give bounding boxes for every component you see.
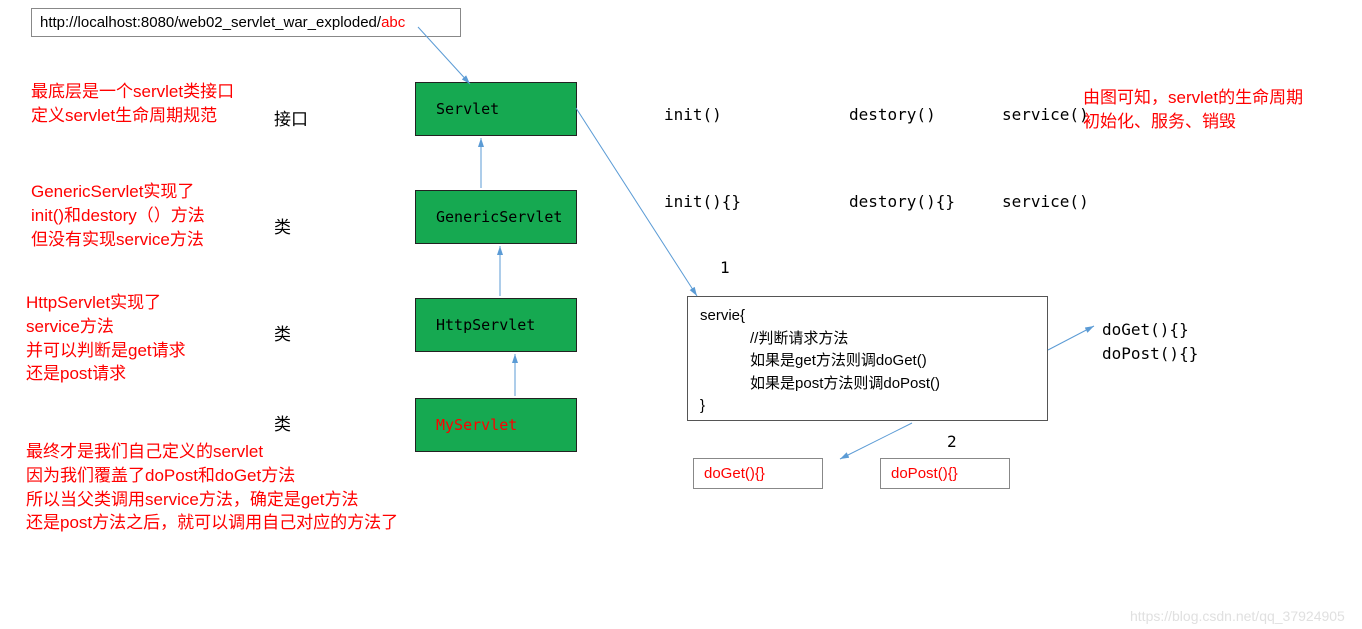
box-servlet: Servlet xyxy=(415,82,577,136)
service-line-2: //判断请求方法 xyxy=(700,328,1035,351)
label-class-2: 类 xyxy=(274,320,291,345)
method-service: service() xyxy=(1002,105,1089,124)
method-service-abstract: service() xyxy=(1002,192,1089,211)
method-init-impl: init(){} xyxy=(664,192,741,211)
label-class-3: 类 xyxy=(274,410,291,435)
note-servlet-interface: 最底层是一个servlet类接口 定义servlet生命周期规范 xyxy=(31,80,234,128)
service-line-3: 如果是get方法则调doGet() xyxy=(700,350,1035,373)
method-doget: doGet(){} xyxy=(1102,320,1189,339)
note-http-servlet: HttpServlet实现了 service方法 并可以判断是get请求 还是p… xyxy=(26,291,186,386)
url-box: http://localhost:8080/web02_servlet_war_… xyxy=(31,8,461,37)
box-http-servlet: HttpServlet xyxy=(415,298,577,352)
small-box-dopost: doPost(){} xyxy=(880,458,1010,489)
method-destory-impl: destory(){} xyxy=(849,192,955,211)
note-my-servlet: 最终才是我们自己定义的servlet 因为我们覆盖了doPost和doGet方法… xyxy=(26,440,398,535)
small-box-doget: doGet(){} xyxy=(693,458,823,489)
box-my-servlet: MyServlet xyxy=(415,398,577,452)
method-init: init() xyxy=(664,105,722,124)
service-line-4: 如果是post方法则调doPost() xyxy=(700,373,1035,396)
box-generic-servlet: GenericServlet xyxy=(415,190,577,244)
note-generic-servlet: GenericServlet实现了 init()和destory（）方法 但没有… xyxy=(31,180,205,251)
service-code-box: servie{ //判断请求方法 如果是get方法则调doGet() 如果是po… xyxy=(687,296,1048,421)
label-interface: 接口 xyxy=(274,105,308,130)
service-line-5: } xyxy=(700,395,1035,418)
watermark: https://blog.csdn.net/qq_37924905 xyxy=(1130,608,1345,624)
method-destory: destory() xyxy=(849,105,936,124)
url-base: http://localhost:8080/web02_servlet_war_… xyxy=(40,14,381,31)
method-dopost: doPost(){} xyxy=(1102,344,1198,363)
note-lifecycle-summary: 由图可知，servlet的生命周期 初始化、服务、销毁 xyxy=(1083,86,1303,134)
url-highlight: abc xyxy=(381,14,405,31)
label-class-1: 类 xyxy=(274,213,291,238)
step-number-1: 1 xyxy=(720,258,730,277)
service-line-1: servie{ xyxy=(700,305,1035,328)
step-number-2: 2 xyxy=(947,432,957,451)
